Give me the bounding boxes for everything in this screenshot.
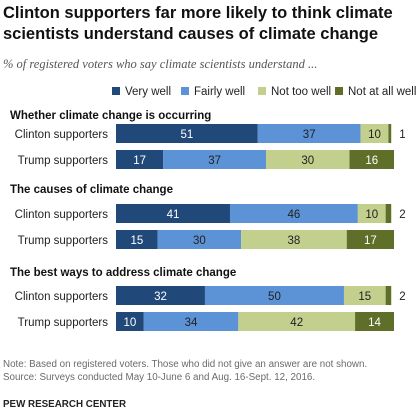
bar-segment bbox=[360, 124, 389, 143]
bar-segment bbox=[116, 150, 164, 169]
data-label: 16 bbox=[365, 155, 378, 167]
legend-label: Not at all well bbox=[348, 86, 416, 98]
row-label: Clinton supporters bbox=[15, 129, 109, 141]
group-title: The causes of climate change bbox=[10, 184, 173, 196]
bar-segment bbox=[143, 312, 239, 331]
row-label: Trump supporters bbox=[18, 317, 109, 329]
bar-segment bbox=[229, 204, 358, 223]
bar-segment bbox=[241, 230, 347, 249]
row-label: Trump supporters bbox=[18, 235, 109, 247]
legend-swatch bbox=[258, 87, 266, 95]
stacked-bar-chart: Very well Fairly well Not too well Not at a… bbox=[10, 86, 416, 331]
data-label: 42 bbox=[290, 317, 303, 329]
bar-segment bbox=[257, 124, 361, 143]
data-label: 38 bbox=[288, 235, 301, 247]
bar-segment bbox=[116, 204, 230, 223]
data-label: 10 bbox=[368, 129, 381, 141]
legend-label: Very well bbox=[125, 86, 171, 98]
data-label: 41 bbox=[167, 209, 180, 221]
legend-swatch bbox=[335, 87, 343, 95]
organization-label: PEW RESEARCH CENTER bbox=[3, 399, 127, 410]
legend-label: Not too well bbox=[271, 86, 331, 98]
source-text: Source: Surveys conducted May 10-June 6 … bbox=[3, 372, 316, 383]
bar-segment bbox=[204, 286, 344, 305]
bar-segment bbox=[357, 204, 386, 223]
data-label: 30 bbox=[301, 155, 314, 167]
data-label: 15 bbox=[130, 235, 143, 247]
data-label: 14 bbox=[368, 317, 381, 329]
data-label: 17 bbox=[364, 235, 377, 247]
bar-segment bbox=[116, 124, 258, 143]
data-label: 37 bbox=[303, 129, 316, 141]
bar-segment bbox=[385, 286, 392, 305]
data-label: 32 bbox=[154, 291, 167, 303]
bar-segment bbox=[157, 230, 242, 249]
data-label: 30 bbox=[193, 235, 206, 247]
row-label: Clinton supporters bbox=[15, 291, 109, 303]
group-title: The best ways to address climate change bbox=[10, 267, 236, 279]
data-label: 2 bbox=[399, 291, 405, 303]
bar-segment bbox=[388, 124, 392, 143]
bar-segment bbox=[238, 312, 356, 331]
group-title: Whether climate change is occurring bbox=[10, 110, 211, 122]
legend-swatch bbox=[181, 87, 189, 95]
bar-segment bbox=[385, 204, 392, 223]
data-label: 10 bbox=[365, 209, 378, 221]
bar-segment bbox=[349, 150, 394, 169]
data-label: 51 bbox=[180, 129, 193, 141]
bar-segment bbox=[266, 150, 350, 169]
bar-segment bbox=[116, 312, 144, 331]
legend-label: Fairly well bbox=[194, 86, 245, 98]
data-label: 50 bbox=[268, 291, 281, 303]
note-text: Note: Based on registered voters. Those … bbox=[3, 359, 368, 370]
data-label: 10 bbox=[124, 317, 137, 329]
bar-segment bbox=[163, 150, 267, 169]
bar-segment bbox=[343, 286, 386, 305]
bar-segment bbox=[346, 230, 394, 249]
data-label: 15 bbox=[358, 291, 371, 303]
data-label: 17 bbox=[133, 155, 146, 167]
legend-swatch bbox=[112, 87, 120, 95]
chart-title: Clinton supporters far more likely to th… bbox=[3, 4, 393, 43]
data-label: 1 bbox=[399, 129, 405, 141]
chart-subtitle: % of registered voters who say climate s… bbox=[3, 57, 318, 71]
row-label: Clinton supporters bbox=[15, 209, 109, 221]
data-label: 46 bbox=[288, 209, 301, 221]
bar-segment bbox=[116, 286, 205, 305]
data-label: 37 bbox=[208, 155, 221, 167]
bar-segment bbox=[116, 230, 158, 249]
data-label: 34 bbox=[185, 317, 198, 329]
bar-segment bbox=[355, 312, 394, 331]
chart-notes: Note: Based on registered voters. Those … bbox=[3, 358, 367, 384]
row-label: Trump supporters bbox=[18, 155, 109, 167]
data-label: 2 bbox=[399, 209, 405, 221]
